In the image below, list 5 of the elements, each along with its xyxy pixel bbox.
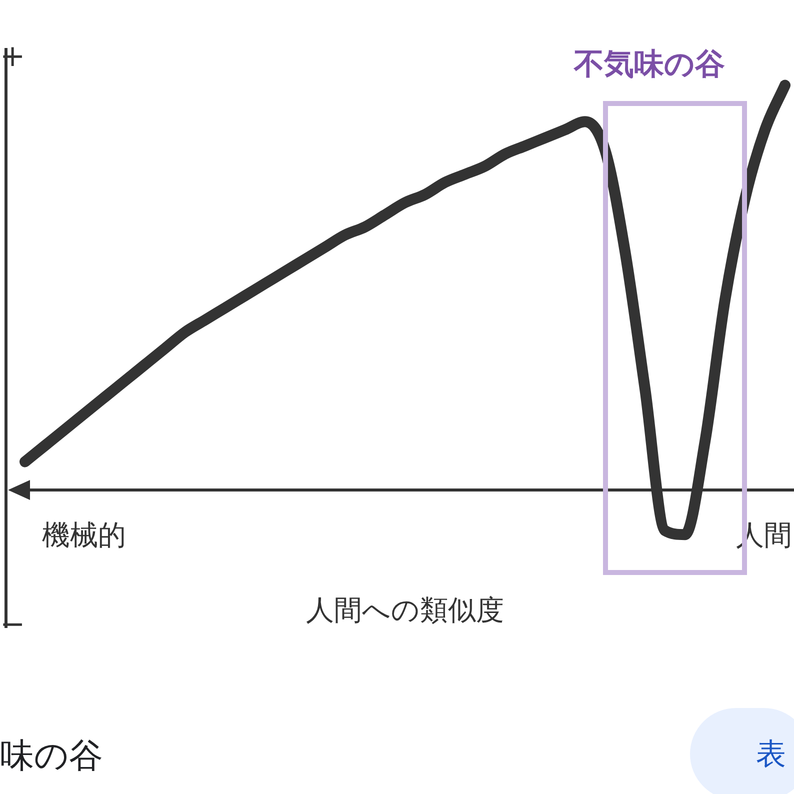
x-axis-title: 人間への類似度	[306, 593, 504, 626]
text: 不気味の谷	[574, 46, 725, 84]
text: 味の谷	[0, 735, 103, 778]
annotation: 機械的	[42, 518, 126, 552]
button: 表	[690, 708, 794, 794]
